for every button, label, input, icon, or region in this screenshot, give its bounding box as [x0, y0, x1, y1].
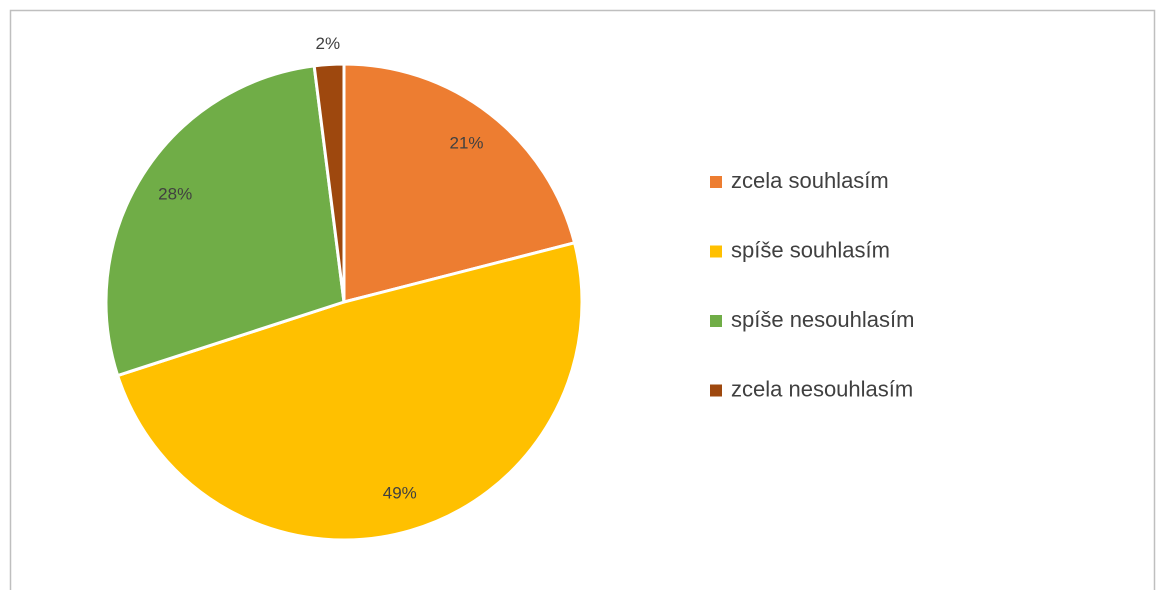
pie-slice [312, 62, 346, 304]
legend-swatch [710, 176, 722, 188]
data-label: 2% [316, 34, 341, 53]
chart-frame [9, 9, 1156, 590]
legend-label: zcela nesouhlasím [731, 376, 913, 401]
legend-label: spíše nesouhlasím [731, 307, 914, 332]
pie-slice [342, 62, 577, 304]
pie-slice [116, 241, 584, 542]
pie [104, 62, 584, 542]
legend: zcela souhlasím spíše souhlasím spíše neso… [710, 168, 914, 401]
pie-slice [104, 64, 346, 378]
legend-swatch [710, 384, 722, 397]
legend-swatch [710, 245, 722, 258]
data-labels: 21% 49% 28% 2% [158, 34, 483, 502]
data-label: 49% [383, 483, 417, 502]
data-label: 28% [158, 184, 192, 203]
legend-label: zcela souhlasím [731, 168, 889, 193]
legend-swatch [710, 315, 722, 327]
legend-label: spíše souhlasím [731, 237, 890, 262]
data-label: 21% [450, 134, 484, 153]
